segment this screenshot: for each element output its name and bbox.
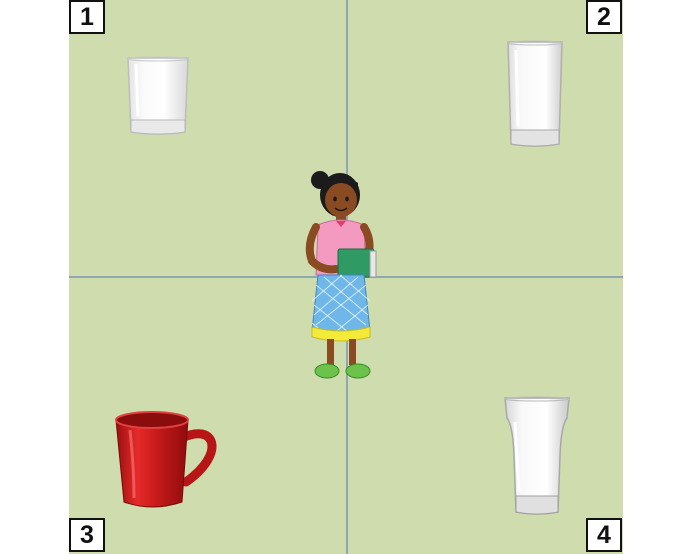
quadrant-1-number: 1 xyxy=(69,0,105,34)
pint-glass-image[interactable] xyxy=(503,396,571,516)
quadrant-3-number: 3 xyxy=(69,518,105,552)
quadrant-4-number: 4 xyxy=(586,518,622,552)
short-glass-image[interactable] xyxy=(126,56,190,136)
girl-character-image[interactable] xyxy=(300,165,390,387)
tall-glass-image[interactable] xyxy=(506,40,564,148)
red-mug-image[interactable] xyxy=(112,408,222,514)
quadrant-2-number: 2 xyxy=(586,0,622,34)
